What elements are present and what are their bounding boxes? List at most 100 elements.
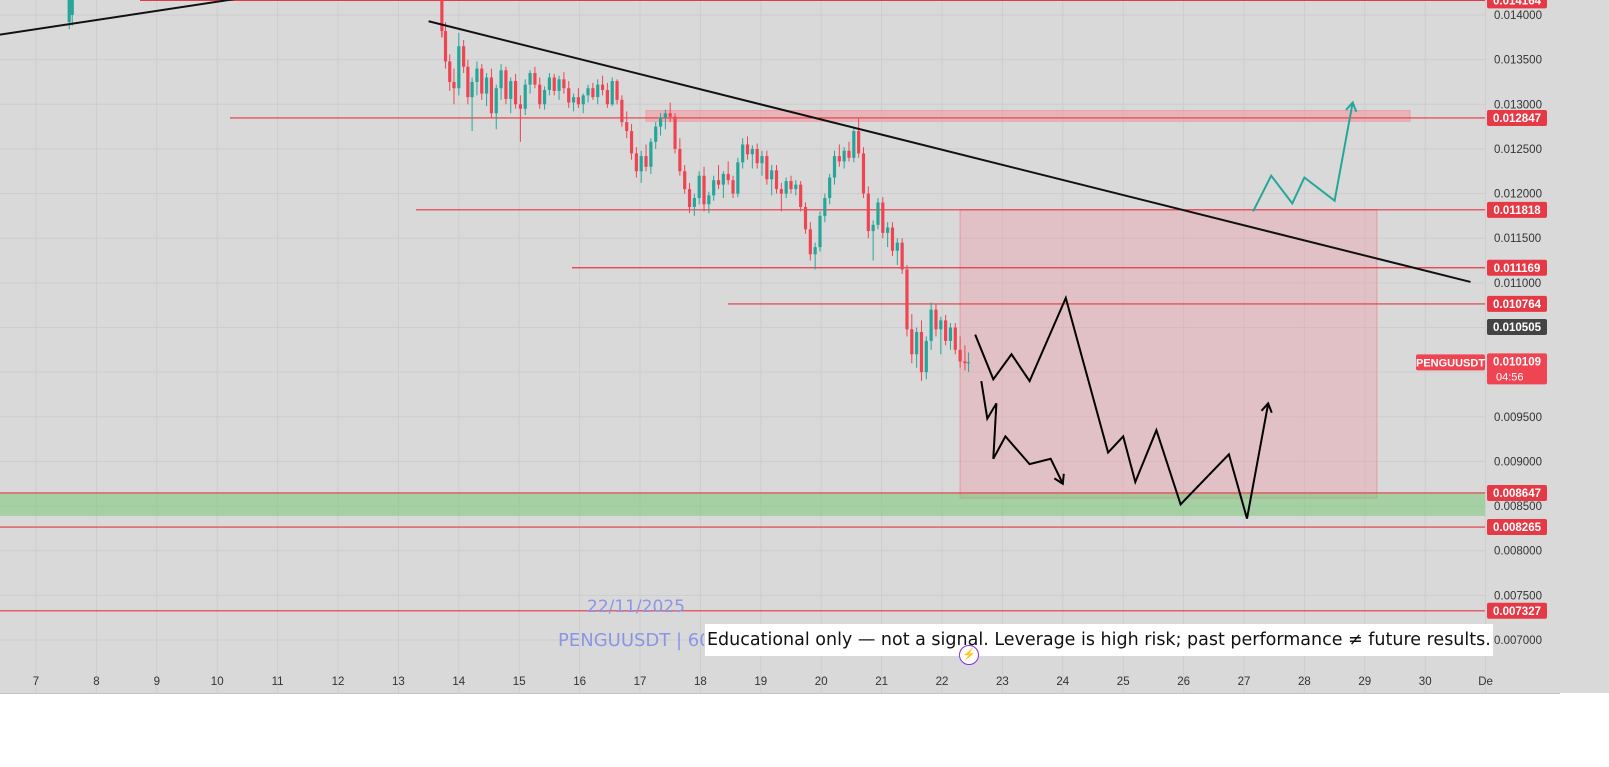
candle-body — [958, 349, 962, 362]
candle-body — [552, 77, 556, 91]
candle-body — [770, 170, 774, 180]
candle-body — [67, 0, 71, 23]
candle-body — [533, 73, 537, 85]
candle-body — [649, 141, 653, 167]
price-tick-label: 0.012000 — [1494, 189, 1542, 201]
candle-body — [966, 362, 971, 364]
candle-body — [881, 202, 885, 233]
last-price-badge — [1487, 353, 1547, 385]
time-tick-label: 29 — [1358, 676, 1371, 688]
candle-body — [818, 215, 822, 248]
candle-body — [634, 153, 638, 172]
candle-body — [953, 327, 957, 350]
candle-body — [581, 95, 585, 105]
price-tick-label: 0.007500 — [1494, 590, 1542, 602]
time-tick-label: 8 — [93, 676, 99, 688]
price-axis-labels: 0.014164 0.012847 0.011818 0.011169 0.010764… — [1416, 0, 1547, 619]
candle-body — [784, 181, 788, 194]
price-level-label: 0.011818 — [1487, 201, 1547, 218]
resistance-zone — [645, 110, 1411, 122]
candle-body — [726, 173, 730, 181]
candle-body — [808, 229, 812, 255]
candle-body — [542, 90, 547, 105]
price-tick-label: 0.007000 — [1494, 635, 1542, 647]
candle-body — [842, 150, 846, 162]
candle-body — [692, 198, 696, 207]
time-tick-label: 23 — [996, 676, 1009, 688]
time-tick-label: 28 — [1298, 676, 1311, 688]
time-tick-label: 24 — [1056, 676, 1069, 688]
candle-body — [716, 180, 721, 185]
candle-body — [861, 153, 866, 194]
time-tick-label: 7 — [33, 676, 39, 688]
candle-body — [562, 79, 566, 89]
candle-body — [944, 320, 948, 341]
target-box — [959, 209, 1378, 499]
price-level-label: 0.011169 — [1487, 259, 1547, 276]
candle-body — [687, 189, 692, 207]
candle-body — [799, 184, 803, 207]
candle-body — [600, 84, 605, 90]
price-level-text: 0.012847 — [1493, 113, 1541, 125]
projection-path — [1252, 102, 1354, 212]
price-level-label: 0.010764 — [1487, 295, 1547, 312]
time-tick-label: 18 — [694, 676, 707, 688]
time-tick-label: 20 — [815, 676, 828, 688]
price-level-label: 0.008265 — [1487, 519, 1547, 536]
candle-body — [639, 156, 643, 172]
price-level-badge — [1487, 519, 1547, 536]
candle-body — [697, 175, 701, 199]
time-tick-label: 15 — [513, 676, 526, 688]
candle-body — [620, 99, 624, 123]
price-tick-label: 0.011000 — [1494, 278, 1541, 290]
candle-body — [596, 84, 600, 98]
candle-body — [876, 202, 880, 225]
candle-body — [644, 156, 648, 167]
price-level-badge — [1487, 484, 1547, 501]
candle-body — [813, 247, 817, 255]
last-price-text: 0.010109 — [1493, 356, 1541, 368]
time-axis-background[interactable] — [0, 693, 1609, 767]
candle-body — [489, 77, 494, 114]
price-level-text: 0.008647 — [1493, 488, 1541, 500]
candle-body — [929, 309, 933, 341]
candle-body — [610, 81, 614, 105]
candle-body — [586, 88, 590, 96]
candle-body — [755, 148, 759, 164]
candle-body — [924, 340, 928, 373]
price-level-text: 0.014164 — [1493, 0, 1542, 7]
price-tick-label: 0.012500 — [1494, 144, 1542, 156]
candle-body — [547, 77, 551, 90]
candle-body — [857, 131, 861, 154]
candle-body — [466, 66, 470, 98]
candles — [67, 0, 971, 382]
candle-body — [663, 113, 667, 118]
candle-body — [678, 148, 682, 172]
candle-body — [557, 79, 561, 91]
candle-body — [721, 173, 725, 185]
candle-body — [803, 206, 808, 230]
candle-body — [499, 70, 503, 89]
candle-body — [538, 84, 542, 105]
candle-body — [866, 193, 870, 232]
time-tick-label: 14 — [452, 676, 465, 688]
candle-body — [745, 144, 750, 155]
price-level-text: 0.011818 — [1493, 205, 1541, 217]
candle-body — [712, 180, 716, 196]
price-tick-label: 0.014000 — [1494, 10, 1542, 22]
time-tick-label: 25 — [1117, 676, 1130, 688]
time-tick-label: 22 — [936, 676, 949, 688]
candle-body — [509, 81, 513, 99]
candle-body — [789, 181, 793, 190]
price-level-label: 0.014164 — [1487, 0, 1547, 9]
candle-body — [452, 81, 456, 89]
candle-body — [528, 73, 532, 85]
marker-text: 0.010505 — [1493, 322, 1542, 334]
lightning-icon[interactable]: ⚡ — [959, 645, 979, 665]
candle-body — [895, 242, 899, 251]
candle-body — [615, 81, 619, 100]
candle-body — [750, 148, 754, 155]
candle-body — [457, 46, 461, 89]
candle-body — [673, 116, 677, 149]
